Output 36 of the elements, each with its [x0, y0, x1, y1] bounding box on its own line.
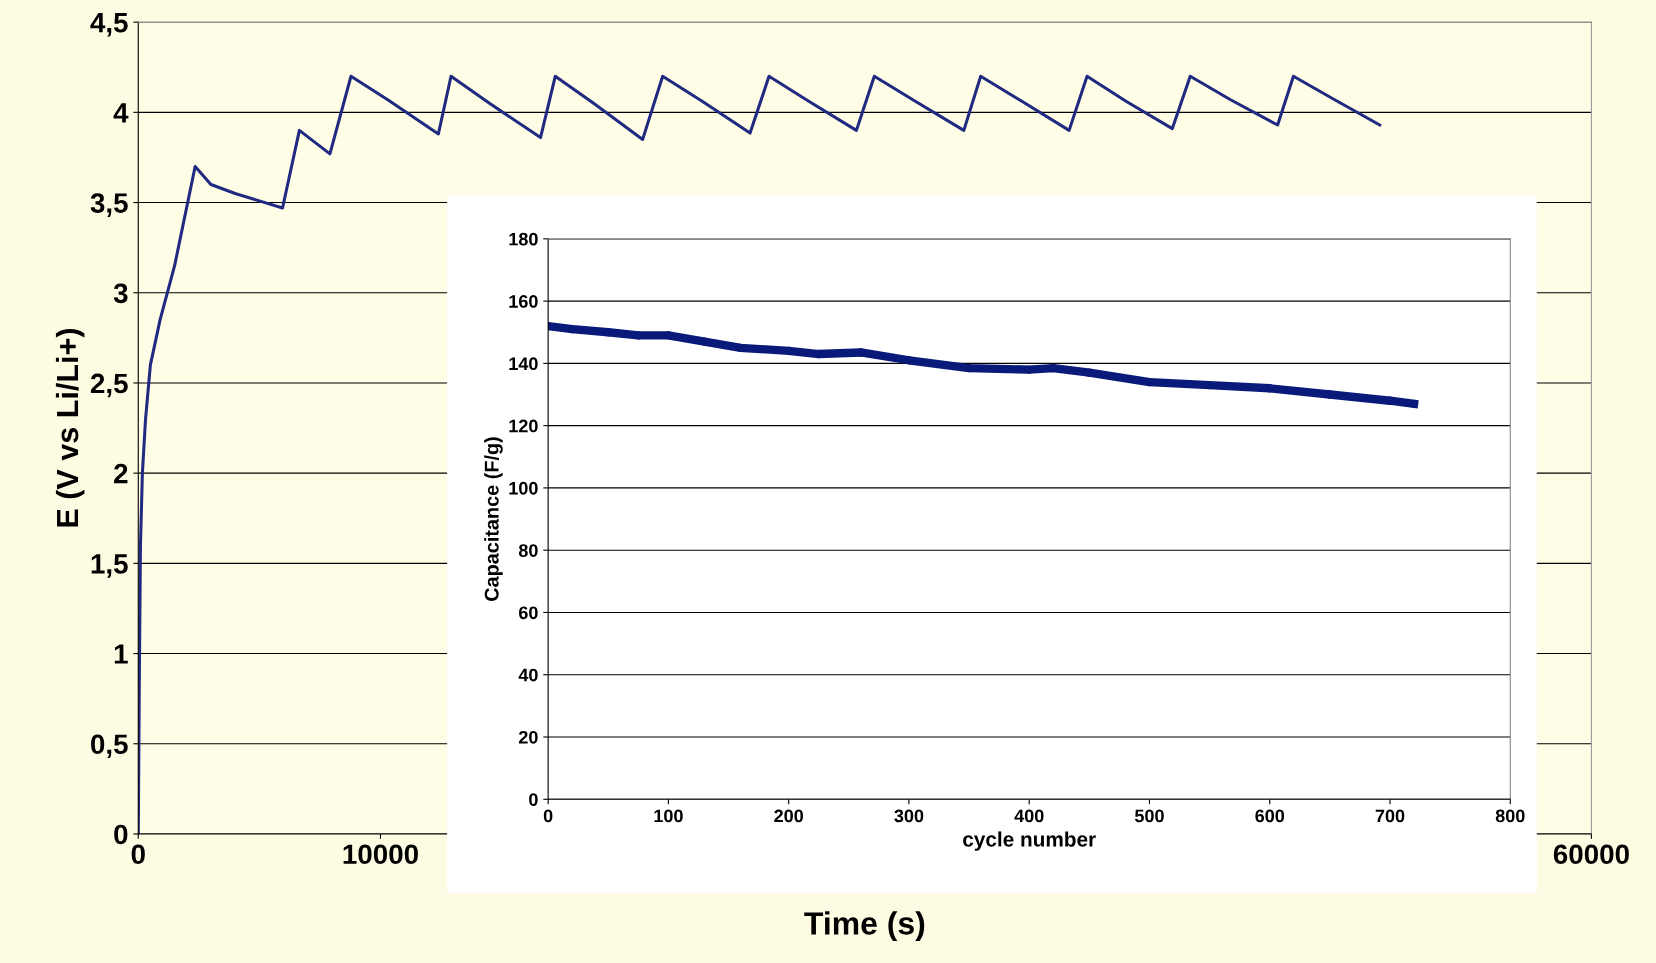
x-tick-label: 700 [1375, 809, 1405, 823]
y-tick-label: 80 [518, 544, 538, 557]
x-tick-label: 100 [654, 809, 683, 823]
y-tick-label: 180 [509, 232, 538, 246]
x-tick-label: 800 [1495, 809, 1525, 823]
y-tick-label: 4 [113, 103, 129, 123]
y-tick-label: 120 [509, 419, 538, 433]
y-tick-label: 140 [509, 357, 538, 371]
y-tick-label: 40 [518, 668, 538, 682]
y-tick-label: 4,5 [90, 13, 128, 37]
x-tick-label: 500 [1134, 809, 1164, 823]
x-tick-label: 200 [774, 809, 803, 823]
x-tick-label: 60000 [1553, 844, 1629, 865]
y-tick-label: 100 [509, 481, 538, 495]
y-tick-label: 1,5 [91, 554, 128, 578]
y-tick-label: 3 [113, 283, 128, 304]
x-axis-title: Time (s) [804, 911, 925, 942]
y-tick-label: 3,5 [90, 193, 128, 217]
y-tick-label: 0 [529, 793, 538, 807]
x-tick-label: 0 [131, 844, 145, 865]
x-tick-label: 400 [1014, 809, 1044, 823]
x-axis-title: cycle number [963, 831, 1096, 851]
y-axis-title: E (V vs Li/Li+) [55, 328, 85, 527]
y-tick-label: 2 [114, 463, 128, 484]
y-tick-label: 1 [114, 644, 128, 664]
x-tick-label: 0 [543, 809, 553, 823]
x-tick-label: 10000 [343, 844, 418, 865]
y-tick-label: 0,5 [91, 734, 128, 759]
y-axis-title: Capacitance (F/g) [484, 437, 503, 601]
x-tick-label: 300 [894, 809, 924, 823]
y-tick-label: 2,5 [90, 373, 128, 398]
y-tick-label: 0 [114, 824, 128, 845]
y-tick-label: 60 [518, 606, 538, 620]
y-tick-label: 20 [518, 730, 538, 744]
x-tick-label: 600 [1255, 809, 1285, 823]
y-tick-label: 160 [509, 295, 538, 308]
